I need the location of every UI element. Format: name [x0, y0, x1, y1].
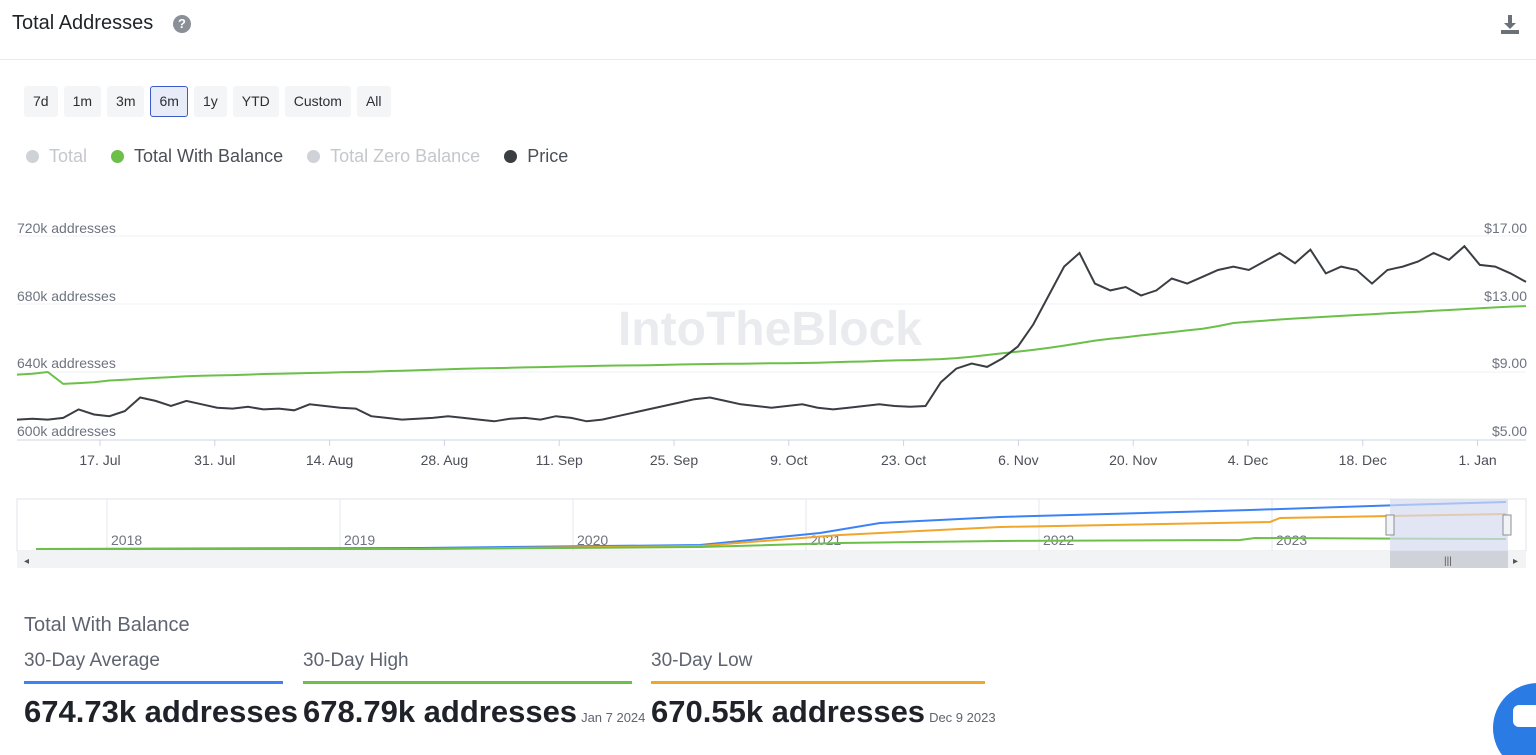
x-tick-label: 11. Sep [536, 452, 583, 468]
stat-date: Jan 7 2024 [581, 710, 646, 725]
y-left-tick: 600k addresses [17, 423, 116, 439]
legend-dot [504, 150, 518, 163]
page-title: Total Addresses [12, 12, 154, 34]
range-button-custom[interactable]: Custom [284, 86, 351, 117]
stat-underline [303, 681, 632, 684]
x-tick-label: 31. Jul [194, 452, 235, 468]
legend-item-price[interactable]: Price [504, 146, 568, 167]
navigator-handle-right[interactable] [1502, 514, 1512, 536]
chart-legend: Total Total With Balance Total Zero Bala… [26, 146, 568, 167]
x-tick-label: 18. Dec [1339, 452, 1387, 468]
x-tick-label: 9. Oct [770, 452, 807, 468]
scroll-grip-icon: ||| [1444, 556, 1452, 567]
stat-30-day-high: 30-Day High 678.79k addresses Jan 7 2024 [303, 650, 645, 730]
x-tick-label: 25. Sep [650, 452, 698, 468]
x-tick-label: 20. Nov [1109, 452, 1157, 468]
navigator-selection[interactable] [1390, 499, 1508, 551]
navigator-year-label: 2023 [1276, 532, 1307, 548]
navigator-year-label: 2019 [344, 532, 375, 548]
legend-item-total-with-balance[interactable]: Total With Balance [111, 146, 283, 167]
y-left-tick: 720k addresses [17, 220, 116, 236]
series-line-total-with-balance[interactable] [16, 305, 1527, 385]
navigator-year-label: 2018 [111, 532, 142, 548]
legend-label: Total With Balance [134, 146, 284, 166]
range-button-1y[interactable]: 1y [193, 86, 227, 117]
y-right-tick: $17.00 [1484, 220, 1527, 236]
stat-underline [651, 681, 985, 684]
legend-label: Total [49, 146, 88, 166]
legend-label: Price [527, 146, 569, 166]
stat-value-text: 674.73k addresses [24, 694, 299, 729]
x-tick-label: 28. Aug [421, 452, 469, 468]
range-button-6m[interactable]: 6m [150, 86, 188, 117]
navigator-scrollbar[interactable] [17, 551, 1526, 568]
range-button-3m[interactable]: 3m [107, 86, 145, 117]
legend-dot [111, 150, 125, 163]
y-right-tick: $13.00 [1484, 288, 1527, 304]
stat-30-day-average: 30-Day Average 674.73k addresses [24, 650, 298, 730]
y-right-tick: $9.00 [1491, 355, 1527, 371]
legend-dot [26, 150, 39, 163]
download-icon[interactable] [1498, 12, 1522, 36]
y-left-tick: 640k addresses [17, 355, 116, 371]
x-tick-label: 17. Jul [79, 452, 120, 468]
range-button-7d[interactable]: 7d [24, 86, 58, 117]
range-button-1m[interactable]: 1m [63, 86, 102, 117]
stat-underline [24, 681, 283, 684]
x-tick-label: 6. Nov [998, 452, 1038, 468]
stat-label: 30-Day Average [24, 650, 160, 671]
stat-value-text: 670.55k addresses [651, 694, 926, 729]
time-range-selector: 7d 1m 3m 6m 1y YTD Custom All [24, 86, 391, 117]
stat-value-text: 678.79k addresses [303, 694, 578, 729]
stat-30-day-low: 30-Day Low 670.55k addresses Dec 9 2023 [651, 650, 996, 730]
legend-label: Total Zero Balance [330, 146, 481, 166]
scroll-right-icon[interactable]: ▸ [1513, 556, 1518, 567]
navigator-scroll-thumb[interactable] [1390, 551, 1508, 568]
chart-header: Total Addresses ? [0, 0, 1536, 60]
x-tick-label: 23. Oct [881, 452, 926, 468]
series-line-price[interactable] [16, 244, 1527, 423]
stats-section-title: Total With Balance [24, 614, 190, 636]
question-circle-icon[interactable]: ? [173, 15, 191, 33]
legend-dot [307, 150, 321, 163]
y-left-tick: 680k addresses [17, 288, 116, 304]
x-tick-label: 4. Dec [1228, 452, 1268, 468]
stat-value: 678.79k addresses Jan 7 2024 [303, 694, 645, 730]
stat-value: 670.55k addresses Dec 9 2023 [651, 694, 996, 730]
range-button-all[interactable]: All [356, 86, 391, 117]
chat-icon [1513, 705, 1536, 727]
navigator-handle-left[interactable] [1385, 514, 1395, 536]
range-button-ytd[interactable]: YTD [232, 86, 279, 117]
x-tick-label: 14. Aug [306, 452, 354, 468]
y-right-tick: $5.00 [1491, 423, 1527, 439]
x-tick-label: 1. Jan [1459, 452, 1497, 468]
main-chart[interactable]: IntoTheBlock 17. Jul 31. Jul 14. Aug 28. Au… [0, 200, 1536, 480]
chat-widget-button[interactable] [1493, 683, 1536, 755]
legend-item-total-zero-balance[interactable]: Total Zero Balance [307, 146, 480, 167]
navigator-chart[interactable]: 2018 2019 2020 2021 2022 2023 ◂ ▸ ||| [0, 495, 1536, 575]
watermark: IntoTheBlock [618, 303, 922, 356]
legend-item-total[interactable]: Total [26, 146, 87, 167]
navigator-year-label: 2020 [577, 532, 608, 548]
scroll-left-icon[interactable]: ◂ [24, 556, 29, 567]
stat-value: 674.73k addresses [24, 694, 298, 730]
stat-label: 30-Day High [303, 650, 409, 671]
navigator-line-with-balance [36, 536, 1507, 550]
stat-label: 30-Day Low [651, 650, 753, 671]
stat-date: Dec 9 2023 [929, 710, 996, 725]
